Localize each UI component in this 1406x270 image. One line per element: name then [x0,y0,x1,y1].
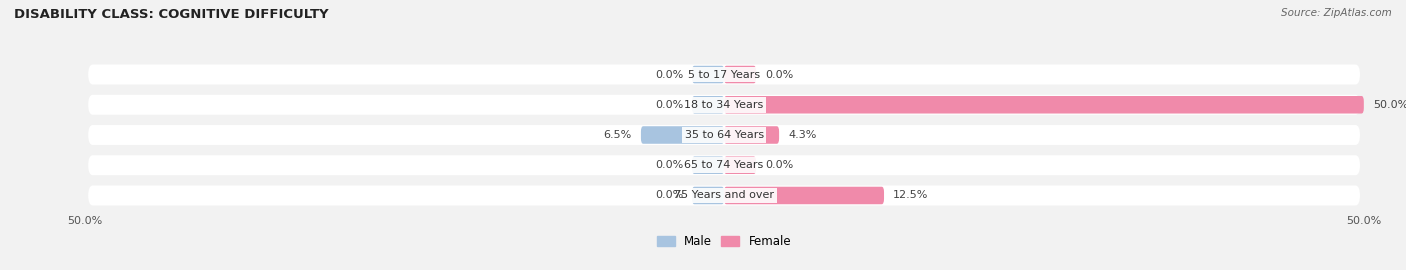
Text: 65 to 74 Years: 65 to 74 Years [685,160,763,170]
FancyBboxPatch shape [724,66,756,83]
Text: 35 to 64 Years: 35 to 64 Years [685,130,763,140]
Text: 4.3%: 4.3% [787,130,817,140]
FancyBboxPatch shape [692,96,724,113]
FancyBboxPatch shape [692,187,724,204]
Text: Source: ZipAtlas.com: Source: ZipAtlas.com [1281,8,1392,18]
FancyBboxPatch shape [692,66,724,83]
Text: 0.0%: 0.0% [765,160,793,170]
FancyBboxPatch shape [724,157,756,174]
FancyBboxPatch shape [89,185,1360,205]
FancyBboxPatch shape [89,125,1360,145]
Text: 0.0%: 0.0% [765,69,793,80]
FancyBboxPatch shape [724,96,1364,113]
Text: 75 Years and over: 75 Years and over [673,190,775,201]
FancyBboxPatch shape [724,187,884,204]
FancyBboxPatch shape [724,126,779,144]
Text: 6.5%: 6.5% [603,130,631,140]
Text: 50.0%: 50.0% [1372,100,1406,110]
Text: 0.0%: 0.0% [655,69,683,80]
Text: 0.0%: 0.0% [655,160,683,170]
Legend: Male, Female: Male, Female [652,231,796,253]
FancyBboxPatch shape [641,126,724,144]
Text: 0.0%: 0.0% [655,100,683,110]
Text: 12.5%: 12.5% [893,190,928,201]
FancyBboxPatch shape [89,155,1360,175]
FancyBboxPatch shape [89,65,1360,85]
FancyBboxPatch shape [89,95,1360,115]
Text: DISABILITY CLASS: COGNITIVE DIFFICULTY: DISABILITY CLASS: COGNITIVE DIFFICULTY [14,8,329,21]
Text: 5 to 17 Years: 5 to 17 Years [688,69,761,80]
FancyBboxPatch shape [692,157,724,174]
Text: 0.0%: 0.0% [655,190,683,201]
Text: 18 to 34 Years: 18 to 34 Years [685,100,763,110]
